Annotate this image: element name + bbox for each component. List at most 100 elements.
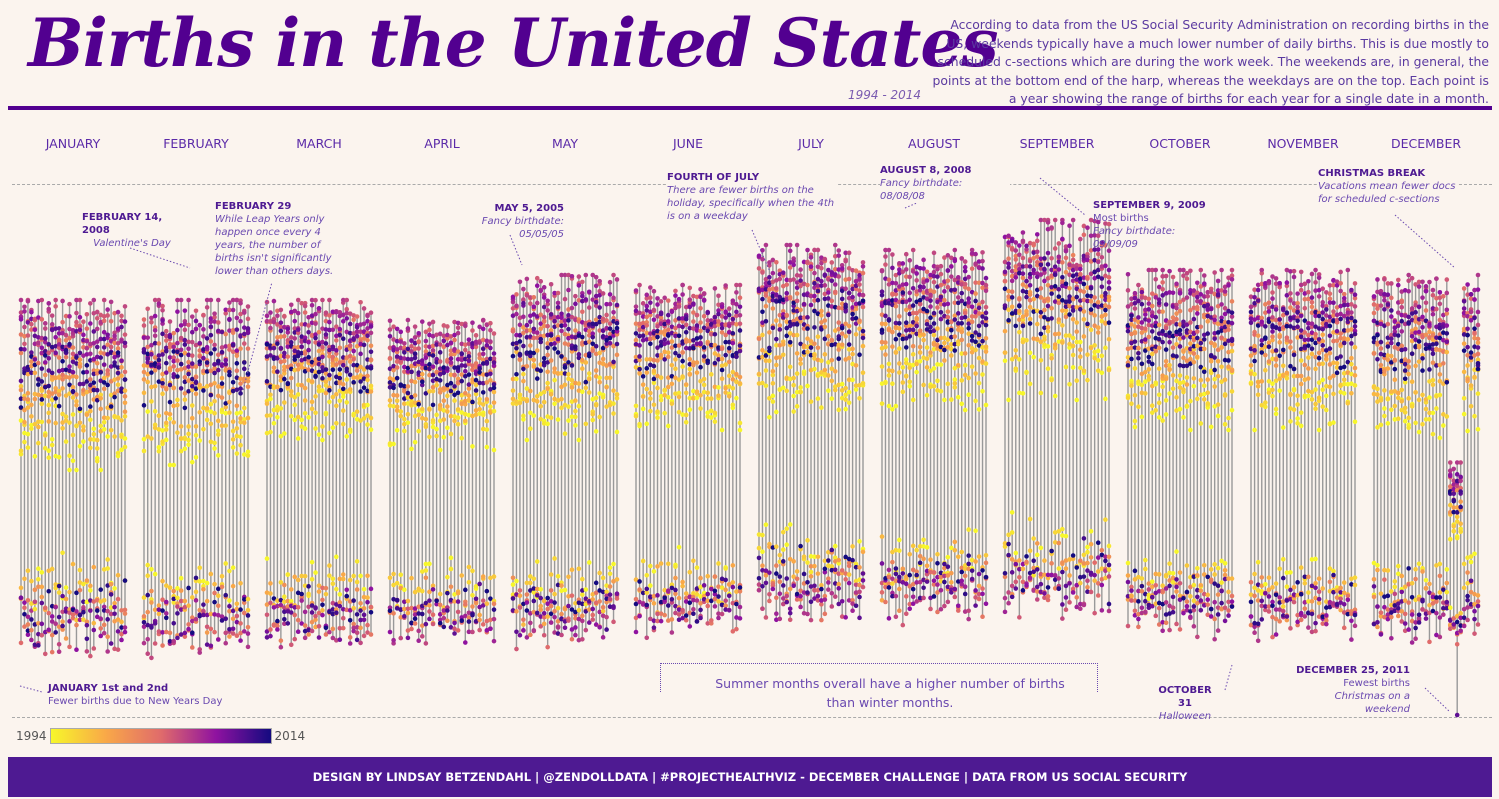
- year-point: [204, 406, 210, 411]
- year-point: [448, 388, 454, 394]
- year-point: [597, 599, 602, 604]
- year-point: [278, 328, 284, 334]
- year-point: [580, 366, 585, 371]
- year-point: [430, 621, 436, 627]
- year-point: [705, 358, 711, 364]
- year-point: [320, 585, 325, 591]
- year-point: [633, 288, 639, 293]
- year-point: [56, 454, 62, 460]
- year-point: [208, 409, 214, 414]
- year-point: [49, 603, 55, 609]
- year-point: [178, 323, 184, 328]
- year-point: [361, 367, 367, 372]
- year-point: [53, 297, 58, 303]
- year-point: [528, 334, 533, 339]
- intro-text: According to data from the US Social Sec…: [932, 17, 1489, 106]
- year-point: [829, 396, 835, 401]
- year-point: [555, 605, 561, 611]
- year-point: [566, 272, 571, 278]
- year-point: [488, 356, 493, 362]
- year-point: [886, 567, 892, 573]
- year-point: [590, 412, 596, 417]
- year-point: [839, 296, 845, 302]
- year-point: [538, 624, 544, 629]
- year-point: [644, 572, 650, 578]
- year-point: [394, 580, 400, 586]
- year-point: [843, 615, 848, 620]
- year-point: [737, 348, 743, 354]
- year-point: [223, 592, 229, 598]
- year-point: [705, 603, 711, 609]
- year-point: [907, 297, 913, 303]
- year-point: [365, 377, 370, 383]
- year-point: [604, 583, 609, 588]
- year-point: [234, 601, 240, 607]
- year-point: [368, 415, 374, 421]
- year-point: [545, 606, 550, 612]
- year-point: [306, 627, 311, 633]
- year-point: [201, 602, 206, 607]
- year-point: [394, 398, 400, 404]
- year-point: [463, 390, 468, 396]
- year-point: [604, 627, 609, 632]
- year-point: [63, 418, 69, 423]
- year-point: [545, 595, 550, 601]
- year-point: [189, 595, 195, 600]
- year-point: [42, 321, 48, 326]
- year-point: [430, 424, 436, 430]
- year-point: [368, 586, 374, 592]
- year-point: [583, 596, 589, 601]
- year-point: [794, 298, 800, 304]
- year-point: [805, 326, 810, 331]
- year-point: [60, 593, 65, 599]
- year-point: [683, 617, 689, 623]
- year-point: [538, 368, 544, 374]
- year-point: [29, 309, 34, 315]
- year-point: [152, 361, 158, 366]
- year-point: [212, 629, 217, 635]
- year-point: [74, 392, 79, 397]
- year-point: [175, 327, 180, 333]
- year-point: [787, 295, 793, 301]
- year-point: [309, 379, 315, 384]
- year-point: [391, 611, 396, 616]
- year-point: [394, 606, 400, 611]
- year-point: [528, 426, 533, 431]
- year-point: [832, 289, 838, 295]
- year-point: [470, 367, 475, 373]
- year-point: [160, 630, 165, 635]
- year-point: [545, 421, 550, 427]
- year-point: [552, 614, 557, 620]
- year-point: [108, 344, 114, 350]
- year-point: [860, 328, 866, 334]
- year-point: [84, 649, 90, 654]
- year-point: [521, 366, 526, 372]
- year-point: [719, 427, 725, 433]
- year-point: [119, 608, 124, 613]
- year-point: [562, 272, 568, 278]
- year-point: [175, 367, 180, 373]
- year-point: [101, 597, 107, 603]
- year-point: [340, 382, 346, 387]
- year-point: [152, 297, 158, 303]
- year-point: [25, 622, 31, 627]
- year-point: [448, 625, 454, 630]
- year-point: [292, 605, 298, 610]
- year-point: [149, 600, 154, 605]
- year-point: [394, 375, 400, 381]
- year-point: [398, 355, 404, 361]
- year-point: [344, 607, 350, 613]
- year-point: [562, 382, 568, 388]
- year-point: [548, 603, 554, 609]
- year-point: [49, 614, 55, 619]
- year-point: [597, 375, 602, 381]
- year-point: [510, 294, 516, 300]
- year-point: [101, 608, 107, 613]
- year-point: [405, 610, 411, 616]
- year-point: [826, 587, 831, 592]
- year-point: [409, 394, 414, 400]
- year-point: [448, 348, 454, 354]
- year-point: [160, 377, 165, 383]
- year-point: [22, 611, 27, 617]
- year-point: [67, 453, 72, 459]
